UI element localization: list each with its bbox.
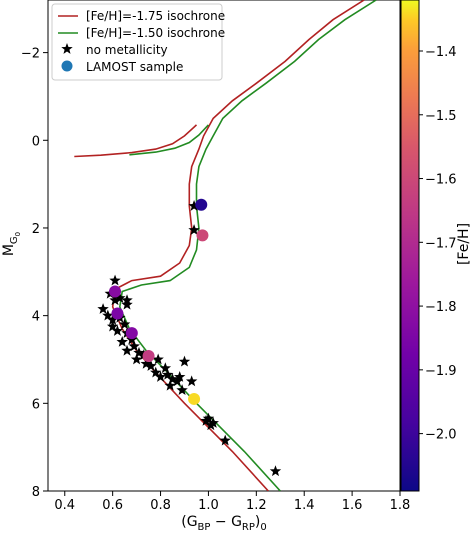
star-marker (145, 360, 157, 371)
x-tick-label: 1.6 (342, 498, 363, 513)
star-marker (207, 417, 219, 428)
star-marker (154, 371, 167, 382)
star-marker (130, 353, 143, 365)
lamost-point (109, 285, 122, 298)
star-marker (106, 320, 119, 332)
star-marker (121, 298, 133, 310)
svg-text:(GBP − GRP)0: (GBP − GRP)0 (181, 514, 267, 533)
star-marker (128, 340, 140, 352)
star-marker (133, 346, 145, 358)
lamost-point (195, 198, 208, 211)
lamost-point (111, 307, 124, 320)
legend-circle-marker (61, 60, 73, 72)
y-tick-label: −2 (21, 47, 40, 62)
colorbar-tick-label: −1.5 (425, 109, 457, 124)
star-marker (188, 224, 200, 236)
plot-frame (47, 0, 401, 492)
y-label-sub-g: G (9, 236, 20, 244)
star-marker (188, 200, 200, 211)
x-tick-label: 1.8 (390, 498, 411, 513)
plot-area: 0.4 0.6 0.8 1.0 1.2 1.4 1.6 1.8 −2 0 2 4 6 8 (21, 0, 410, 513)
y-label-m: M (1, 244, 17, 256)
star-marker (121, 344, 133, 356)
legend-label-fe150: [Fe/H]=-1.50 isochrone (86, 26, 225, 40)
star-marker (116, 335, 128, 347)
colorbar-tick-label: −1.4 (425, 45, 457, 60)
colorbar-gradient (400, 0, 420, 492)
star-marker (109, 274, 121, 286)
star-marker (102, 309, 114, 321)
star-marker (219, 434, 231, 446)
x-tick-label: 1.2 (246, 498, 267, 513)
data-markers (97, 198, 282, 477)
isochrone-line (74, 124, 198, 158)
colorbar-ticks: −1.4 −1.5 −1.6 −1.7 −1.8 −1.9 −2.0 (419, 45, 457, 443)
x-tick-label: 1.0 (198, 498, 219, 513)
y-axis-label: MG0 (1, 232, 22, 256)
y-label-sub-0: 0 (14, 232, 22, 236)
star-marker (106, 314, 119, 325)
star-marker (97, 303, 109, 314)
lamost-point (196, 229, 209, 242)
x-label-sub-bp: BP (198, 522, 211, 533)
star-marker (202, 412, 215, 424)
x-label-close: ) (255, 514, 260, 530)
x-tick-label: 1.4 (294, 498, 315, 513)
legend-box (51, 3, 223, 81)
y-axis-ticks: −2 0 2 4 6 8 (21, 47, 48, 500)
star-marker (162, 368, 174, 380)
star-marker (118, 318, 131, 330)
star-marker (140, 357, 152, 369)
star-marker (159, 362, 172, 374)
colorbar-tick-label: −1.8 (425, 300, 457, 315)
x-label-open: (G (181, 514, 197, 530)
legend: [Fe/H]=-1.75 isochrone [Fe/H]=-1.50 isoc… (51, 3, 225, 81)
legend-star-marker (61, 43, 73, 54)
star-marker (150, 366, 162, 378)
star-marker (126, 333, 138, 345)
y-tick-label: 2 (32, 222, 40, 237)
colorbar-tick-label: −1.7 (425, 236, 457, 251)
x-tick-label: 0.4 (54, 498, 75, 513)
colorbar: −1.4 −1.5 −1.6 −1.7 −1.8 −1.9 −2.0 [Fe/H] (400, 0, 472, 492)
star-marker (114, 292, 126, 303)
star-marker (176, 384, 188, 396)
lamost-point (188, 392, 201, 405)
star-marker (185, 375, 198, 387)
star-marker (269, 465, 282, 477)
x-axis-label: (GBP − GRP)0 (181, 514, 267, 533)
star-marker (164, 379, 176, 391)
y-tick-label: 4 (32, 310, 40, 325)
colorbar-tick-label: −1.9 (425, 364, 457, 379)
star-marker (111, 324, 124, 336)
star-marker (173, 371, 186, 382)
legend-label-fe175: [Fe/H]=-1.75 isochrone (86, 9, 225, 23)
legend-label-nometal: no metallicity (86, 43, 168, 57)
y-tick-label: 0 (32, 134, 40, 149)
colorbar-label: [Fe/H] (456, 223, 472, 265)
x-axis-ticks: 0.4 0.6 0.8 1.0 1.2 1.4 1.6 1.8 (54, 491, 410, 513)
y-tick-label: 6 (32, 397, 40, 412)
star-marker (152, 353, 164, 365)
x-label-minus: − G (210, 514, 241, 530)
svg-text:MG0: MG0 (1, 232, 22, 256)
star-marker (121, 294, 133, 306)
star-marker (109, 294, 121, 306)
legend-label-lamost: LAMOST sample (86, 60, 183, 74)
star-marker (178, 355, 191, 367)
x-label-sub-0: 0 (260, 522, 266, 533)
x-tick-label: 0.8 (150, 498, 171, 513)
star-marker (166, 373, 179, 385)
lamost-point (125, 327, 138, 340)
x-label-sub-rp: RP (242, 522, 255, 533)
isochrone-line (111, 0, 365, 491)
lamost-point (142, 349, 155, 362)
isochrone-line (129, 124, 209, 156)
colorbar-tick-label: −2.0 (425, 428, 457, 443)
x-tick-label: 0.6 (102, 498, 123, 513)
y-tick-label: 8 (32, 485, 40, 500)
colorbar-tick-label: −1.6 (425, 173, 457, 188)
